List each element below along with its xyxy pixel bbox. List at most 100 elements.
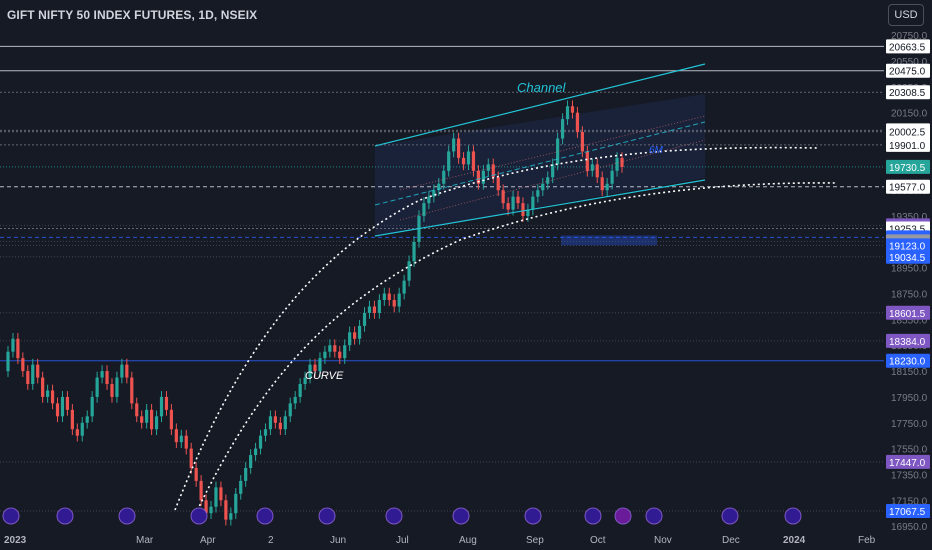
projection-box <box>561 235 657 246</box>
candle-body <box>90 396 94 417</box>
currency-button[interactable]: USD <box>888 4 924 26</box>
price-axis-badge <box>886 137 930 152</box>
candle-body <box>234 493 238 514</box>
candle-body <box>145 409 149 423</box>
candle-body <box>605 183 609 191</box>
candle-body <box>85 416 89 423</box>
candle-body <box>115 377 119 397</box>
candle-body <box>60 396 65 417</box>
candle-body <box>382 293 386 301</box>
channel-lower-line <box>374 179 706 237</box>
candle-body <box>184 435 188 449</box>
price-axis-badge <box>886 39 930 54</box>
curve-upper <box>174 146 819 511</box>
annotation-channel: Channel <box>517 80 567 95</box>
candle-body <box>130 377 134 404</box>
candle-body <box>318 358 322 372</box>
y-tick-label: 20150.0 <box>891 109 928 120</box>
channel-upper-line <box>374 63 706 147</box>
candle-body <box>120 364 124 378</box>
y-tick-label: 20750.0 <box>891 31 928 42</box>
price-axis-label: 20475.0 <box>889 67 926 78</box>
candle-body <box>26 371 30 385</box>
candle-body <box>293 396 297 404</box>
price-axis-badge <box>886 159 930 174</box>
candle-body <box>536 190 540 197</box>
event-marker-icon <box>190 507 208 525</box>
candle-body <box>447 151 451 171</box>
candle-body <box>600 177 604 191</box>
candle-body <box>452 138 456 152</box>
candle-body <box>580 132 584 152</box>
candle-body <box>585 151 589 171</box>
event-marker-icon <box>385 507 403 525</box>
candle-body <box>362 312 367 326</box>
candle-body <box>615 157 619 171</box>
price-axis-label: 20308.5 <box>889 88 926 99</box>
candle-body <box>348 332 352 346</box>
candle-body <box>46 390 50 397</box>
candle-body <box>249 455 253 468</box>
candle-body <box>466 151 471 165</box>
candle-body <box>303 377 307 385</box>
candle-body <box>402 280 406 294</box>
event-marker-icon <box>584 507 602 525</box>
candle-body <box>610 170 614 184</box>
candle-body <box>189 448 193 468</box>
y-tick-label: 17950.0 <box>891 393 928 404</box>
candle-body <box>575 112 580 133</box>
candle-body <box>219 487 223 501</box>
x-axis-label: Feb <box>858 535 876 546</box>
price-axis-badge <box>886 353 930 368</box>
candle-body <box>407 261 411 281</box>
x-axis-label: 2023 <box>4 535 27 546</box>
event-marker-icon <box>721 507 739 525</box>
curve-lower <box>194 182 836 516</box>
candle-body <box>55 403 60 417</box>
x-axis-label: 2 <box>268 535 274 546</box>
price-axis-label: 19034.5 <box>889 253 926 264</box>
candle-body <box>526 209 530 217</box>
price-axis-badge <box>886 305 930 320</box>
event-marker-icon <box>452 507 470 525</box>
price-axis-badge <box>886 179 930 194</box>
x-axis-label: Dec <box>722 535 740 546</box>
candle-body <box>372 306 377 313</box>
candle-body <box>50 390 55 404</box>
candle-body <box>595 164 599 178</box>
candle-body <box>253 448 258 456</box>
annotation-6m: 6M <box>649 145 664 156</box>
candle-body <box>174 429 178 443</box>
y-tick-label: 17150.0 <box>891 496 928 507</box>
candle-body <box>620 157 624 167</box>
candle-body <box>387 293 391 301</box>
candle-body <box>31 364 35 385</box>
price-axis-badge <box>886 124 930 139</box>
candle-body <box>496 177 500 191</box>
candle-body <box>590 164 594 171</box>
event-marker-icon <box>524 507 542 525</box>
price-axis-badge <box>886 503 930 518</box>
candle-body <box>164 396 169 410</box>
event-marker-icon <box>645 507 663 525</box>
candle-body <box>224 500 228 520</box>
candle-body <box>135 403 139 417</box>
y-tick-label: 17350.0 <box>891 470 928 481</box>
candle-body <box>110 384 114 397</box>
candle-body <box>16 338 20 359</box>
candle-body <box>298 384 302 397</box>
channel-fill <box>375 94 705 236</box>
y-tick-label: 18150.0 <box>891 367 928 378</box>
price-axis-label: 17067.5 <box>889 507 926 518</box>
annotation-curve: CURVE <box>305 370 344 382</box>
candle-body <box>283 416 287 430</box>
candle-body <box>343 345 347 359</box>
candle-body <box>353 332 357 339</box>
event-marker-icon <box>614 507 632 525</box>
candle-body <box>397 293 401 307</box>
candle-body <box>36 364 40 378</box>
candle-body <box>11 338 15 352</box>
candle-body <box>427 196 431 204</box>
candle-body <box>461 157 466 165</box>
